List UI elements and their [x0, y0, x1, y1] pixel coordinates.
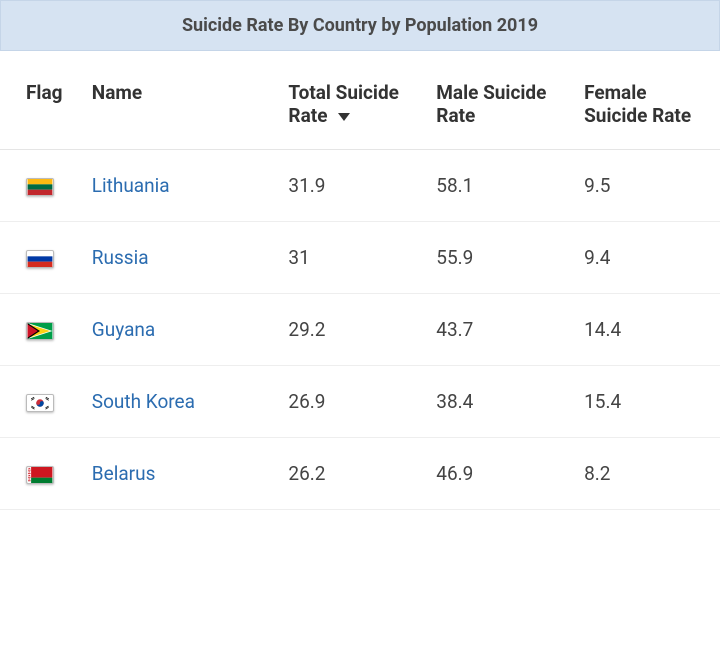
cell-name: South Korea [80, 366, 277, 438]
col-total-rate[interactable]: Total Suicide Rate [276, 51, 424, 150]
cell-flag [0, 150, 80, 222]
country-link[interactable]: Guyana [92, 318, 155, 341]
cell-female: 8.2 [572, 438, 720, 510]
table-row: Belarus 26.246.98.2 [0, 438, 720, 510]
cell-male: 46.9 [424, 438, 572, 510]
cell-total: 31 [276, 222, 424, 294]
cell-name: Russia [80, 222, 277, 294]
cell-male: 38.4 [424, 366, 572, 438]
col-male-rate[interactable]: Male Suicide Rate [424, 51, 572, 150]
country-link[interactable]: Russia [92, 246, 149, 269]
col-name[interactable]: Name [80, 51, 277, 150]
cell-female: 14.4 [572, 294, 720, 366]
cell-male: 55.9 [424, 222, 572, 294]
cell-flag [0, 222, 80, 294]
cell-female: 9.4 [572, 222, 720, 294]
guyana-flag-icon [26, 322, 54, 340]
cell-flag [0, 366, 80, 438]
country-link[interactable]: Belarus [92, 462, 156, 485]
russia-flag-icon [26, 250, 54, 268]
table-row: Guyana 29.243.714.4 [0, 294, 720, 366]
col-female-rate[interactable]: Female Suicide Rate [572, 51, 720, 150]
cell-male: 43.7 [424, 294, 572, 366]
country-link[interactable]: South Korea [92, 390, 195, 413]
cell-total: 31.9 [276, 150, 424, 222]
table-row: South Korea 26.938.415.4 [0, 366, 720, 438]
cell-flag [0, 294, 80, 366]
cell-female: 9.5 [572, 150, 720, 222]
belarus-flag-icon [26, 466, 54, 484]
header-row: Flag Name Total Suicide Rate Male Suicid… [0, 51, 720, 150]
cell-name: Guyana [80, 294, 277, 366]
south-korea-flag-icon [26, 394, 54, 412]
sort-desc-icon [338, 113, 350, 121]
cell-total: 29.2 [276, 294, 424, 366]
page-title: Suicide Rate By Country by Population 20… [0, 0, 720, 51]
rate-table: Flag Name Total Suicide Rate Male Suicid… [0, 51, 720, 510]
table-row: Lithuania 31.958.19.5 [0, 150, 720, 222]
cell-male: 58.1 [424, 150, 572, 222]
cell-total: 26.9 [276, 366, 424, 438]
cell-flag [0, 438, 80, 510]
cell-total: 26.2 [276, 438, 424, 510]
cell-name: Belarus [80, 438, 277, 510]
country-link[interactable]: Lithuania [92, 174, 170, 197]
table-row: Russia 3155.99.4 [0, 222, 720, 294]
col-flag[interactable]: Flag [0, 51, 80, 150]
lithuania-flag-icon [26, 178, 54, 196]
cell-female: 15.4 [572, 366, 720, 438]
cell-name: Lithuania [80, 150, 277, 222]
